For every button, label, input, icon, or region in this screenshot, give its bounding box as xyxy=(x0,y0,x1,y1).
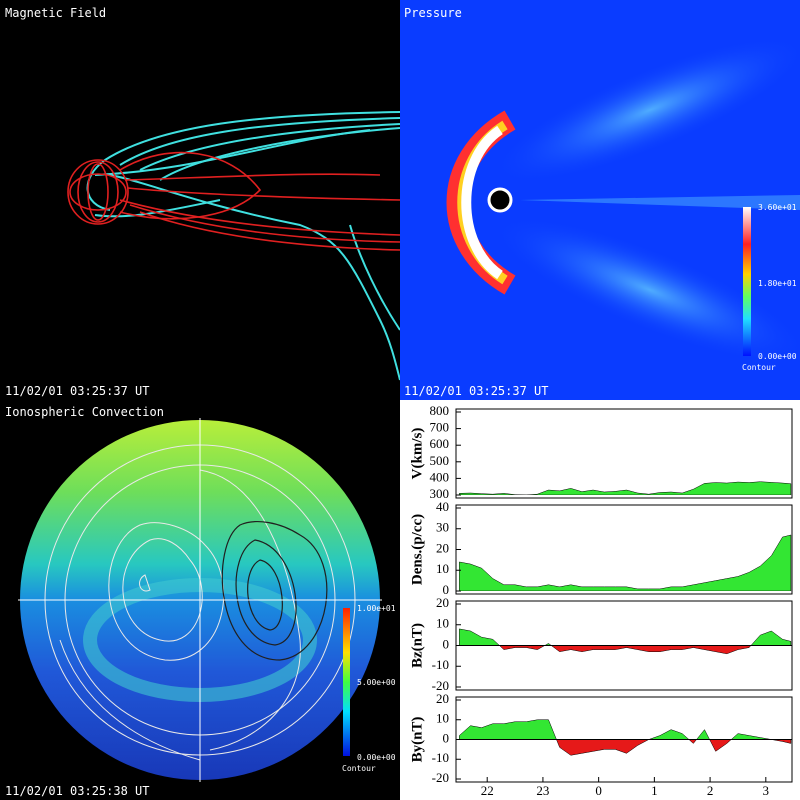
area-positive xyxy=(459,534,792,591)
colorbar-label: 1.00e+01 xyxy=(357,604,396,613)
x-tick-label: 1 xyxy=(651,783,658,798)
area-positive xyxy=(459,481,792,495)
y-tick-label: 700 xyxy=(430,420,450,435)
panel-title: Ionospheric Convection xyxy=(5,405,164,419)
y-axis-label: V(km/s) xyxy=(409,428,425,480)
y-tick-label: 800 xyxy=(430,403,450,418)
wing xyxy=(491,36,800,184)
field-lines-red xyxy=(67,151,401,251)
y-tick-label: -10 xyxy=(432,750,449,765)
magnetic-field-panel: Magnetic Field 11/02/01 03:25:37 UT xyxy=(0,0,401,400)
colorbar-caption: Contour xyxy=(342,764,376,773)
tail xyxy=(520,195,800,210)
y-axis-label: Dens.(p/cc) xyxy=(409,514,425,585)
x-tick-label: 2 xyxy=(707,783,714,798)
area-positive xyxy=(459,628,792,646)
contours-black xyxy=(221,520,328,661)
y-tick-label: 300 xyxy=(430,486,450,501)
ionosphere-panel: 1.00e+01 5.00e+00 0.00e+00 Contour Ionos… xyxy=(0,400,400,800)
timestamp: 11/02/01 03:25:38 UT xyxy=(5,784,150,798)
plot-frame xyxy=(455,408,793,499)
y-tick-label: 20 xyxy=(436,540,449,555)
colorbar xyxy=(343,608,350,756)
colorbar-label: 0.00e+00 xyxy=(758,352,797,361)
y-tick-label: -20 xyxy=(432,770,449,785)
pressure-panel: 3.60e+01 1.80e+01 0.00e+00 Contour Press… xyxy=(400,0,800,400)
x-tick-label: 23 xyxy=(536,783,549,798)
y-tick-label: 10 xyxy=(436,711,449,726)
shock-core xyxy=(461,125,504,280)
x-tick-label: 3 xyxy=(763,783,770,798)
y-tick-label: 10 xyxy=(436,561,449,576)
y-tick-label: 40 xyxy=(436,499,449,514)
area-positive xyxy=(459,719,792,740)
y-tick-label: 0 xyxy=(443,730,450,745)
y-tick-label: 0 xyxy=(443,636,450,651)
colorbar xyxy=(743,207,751,356)
colorbar-label: 1.80e+01 xyxy=(758,279,797,288)
field-lines-cyan xyxy=(86,111,401,381)
timeseries-panel: 300400500600700800V(km/s)010203040Dens.(… xyxy=(409,403,793,798)
timestamp: 11/02/01 03:25:37 UT xyxy=(5,384,150,398)
timestamp: 11/02/01 03:25:37 UT xyxy=(404,384,549,398)
wing xyxy=(491,216,800,364)
y-tick-label: 0 xyxy=(443,582,450,597)
y-tick-label: 10 xyxy=(436,616,449,631)
panel-title: Magnetic Field xyxy=(5,6,106,20)
y-axis-label: By(nT) xyxy=(409,717,425,763)
colorbar-label: 0.00e+00 xyxy=(357,753,396,762)
y-tick-label: 400 xyxy=(430,469,450,484)
colorbar-label: 5.00e+00 xyxy=(357,678,396,687)
y-axis-label: Bz(nT) xyxy=(409,623,425,668)
y-tick-label: 30 xyxy=(436,520,449,535)
area-negative xyxy=(459,645,792,655)
x-tick-label: 0 xyxy=(595,783,602,798)
x-tick-label: 22 xyxy=(481,783,494,798)
area-negative xyxy=(459,739,792,756)
y-tick-label: -10 xyxy=(432,657,449,672)
y-tick-label: -20 xyxy=(432,678,449,693)
earth xyxy=(487,187,513,213)
y-tick-label: 20 xyxy=(436,691,449,706)
panel-title: Pressure xyxy=(404,6,462,20)
y-tick-label: 20 xyxy=(436,595,449,610)
colorbar-label: 3.60e+01 xyxy=(758,203,797,212)
colorbar-caption: Contour xyxy=(742,363,776,372)
y-tick-label: 500 xyxy=(430,453,450,468)
y-tick-label: 600 xyxy=(430,436,450,451)
